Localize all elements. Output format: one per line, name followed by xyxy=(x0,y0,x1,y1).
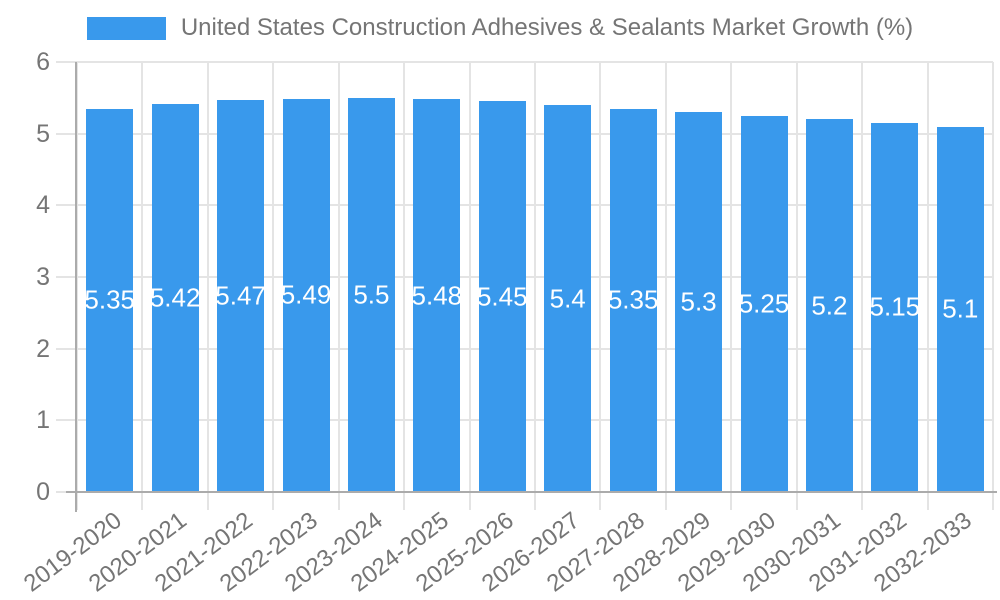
y-tick-mark xyxy=(56,419,77,422)
x-tick-mark xyxy=(861,492,864,510)
x-gridline xyxy=(76,62,78,492)
x-tick-mark xyxy=(926,492,929,510)
x-gridline xyxy=(141,62,144,492)
bar-value-label: 5.3 xyxy=(680,286,717,317)
x-gridline xyxy=(795,62,798,492)
bar-value-label: 5.35 xyxy=(607,284,659,315)
y-axis-line xyxy=(75,62,77,512)
bar[interactable] xyxy=(413,99,461,492)
x-gridline xyxy=(730,62,733,492)
x-tick-mark xyxy=(468,492,471,510)
legend-swatch xyxy=(86,16,166,40)
x-gridline xyxy=(337,62,340,492)
x-gridline xyxy=(664,62,667,492)
bar-value-label: 5.49 xyxy=(280,279,332,310)
bar[interactable] xyxy=(544,105,592,492)
x-gridline xyxy=(468,62,471,492)
x-gridline xyxy=(599,62,602,492)
bar-value-label: 5.4 xyxy=(549,283,586,313)
x-tick-mark xyxy=(272,492,275,510)
y-tick-mark xyxy=(56,204,77,207)
bar[interactable] xyxy=(217,99,265,492)
bar[interactable] xyxy=(86,108,134,492)
x-tick-mark xyxy=(337,492,340,510)
y-axis-label: 6 xyxy=(36,48,50,76)
y-axis-label: 2 xyxy=(36,334,50,363)
y-axis-label: 4 xyxy=(36,191,50,220)
bar-value-label: 5.42 xyxy=(149,282,201,313)
bar-value-label: 5.47 xyxy=(215,280,266,311)
x-gridline xyxy=(992,62,994,492)
x-tick-mark xyxy=(795,492,798,510)
bar-value-label: 5.2 xyxy=(811,290,848,321)
bar[interactable] xyxy=(478,101,526,492)
bar[interactable] xyxy=(871,122,919,492)
x-gridline xyxy=(926,62,929,492)
y-axis-label: 1 xyxy=(36,406,50,435)
bar-value-label: 5.5 xyxy=(353,279,390,310)
bar[interactable] xyxy=(347,97,395,492)
bar-value-label: 5.35 xyxy=(84,284,136,315)
y-tick-mark xyxy=(56,61,77,63)
y-axis-label: 5 xyxy=(36,119,50,148)
legend-label: United States Construction Adhesives & S… xyxy=(180,14,914,41)
x-tick-mark xyxy=(534,492,536,510)
x-gridline xyxy=(206,62,209,492)
bar[interactable] xyxy=(675,112,723,492)
y-tick-mark xyxy=(56,347,77,350)
bar-value-label: 5.25 xyxy=(738,288,790,319)
bar[interactable] xyxy=(151,103,199,492)
x-gridline xyxy=(861,62,864,492)
x-tick-mark xyxy=(730,492,733,510)
bar[interactable] xyxy=(740,115,788,492)
x-axis-line xyxy=(66,491,997,493)
y-tick-mark xyxy=(56,276,77,278)
bar[interactable] xyxy=(936,126,984,492)
x-tick-mark xyxy=(599,492,602,510)
y-axis-label: 3 xyxy=(36,263,50,291)
x-tick-mark xyxy=(141,492,144,510)
x-gridline xyxy=(403,62,406,492)
bar[interactable] xyxy=(805,119,853,492)
y-tick-mark xyxy=(56,132,77,135)
x-gridline xyxy=(272,62,275,492)
bar-value-label: 5.45 xyxy=(476,281,528,312)
x-gridline xyxy=(534,62,536,492)
x-tick-mark xyxy=(403,492,406,510)
bar[interactable] xyxy=(609,108,657,492)
x-tick-mark xyxy=(76,492,78,510)
bar[interactable] xyxy=(282,98,330,492)
x-tick-mark xyxy=(664,492,667,510)
legend[interactable]: United States Construction Adhesives & S… xyxy=(0,14,1000,42)
x-tick-mark xyxy=(206,492,209,510)
x-tick-mark xyxy=(992,492,994,510)
bar-value-label: 5.1 xyxy=(942,293,979,324)
bar-value-label: 5.15 xyxy=(869,291,921,322)
y-axis-label: 0 xyxy=(36,478,50,506)
bar-value-label: 5.48 xyxy=(411,280,463,311)
